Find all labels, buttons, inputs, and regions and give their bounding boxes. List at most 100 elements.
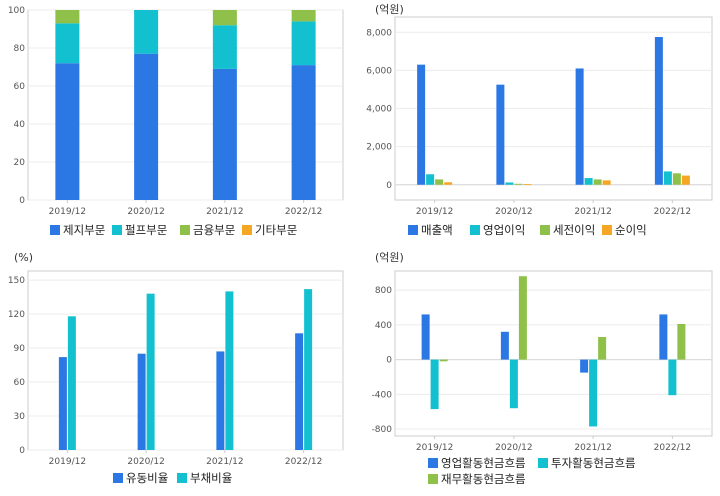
bar-제지부문-2019/12 [55,63,80,201]
x-tick-label: 2020/12 [127,207,164,217]
bar-금융부문-2019/12 [55,10,80,24]
bar-투자활동현금흐름-2021/12 [589,359,598,427]
legend-label: 영업활동현금흐름 [441,456,526,470]
x-tick-label: 2020/12 [495,443,532,453]
legend-label: 세전이익 [553,223,595,237]
legend-swatch [428,458,438,468]
y-tick-label: 90 [14,344,26,354]
bar-부채비율-2021/12 [225,291,234,450]
y-tick-label: 6,000 [366,66,392,76]
chart-4: (억원) -800 -400 0 400 800 2019/12 2020/12 2021/12… [372,251,713,486]
legend-swatch [540,225,550,235]
legend-label: 유동비율 [126,471,168,485]
plot-frame [27,9,344,201]
bar-순이익-2022/12 [681,175,690,185]
y-tick-label: 30 [14,412,26,422]
bar-영업활동현금흐름-2021/12 [580,359,589,373]
y-tick-label: 800 [375,286,392,296]
legend-label: 부채비율 [190,471,232,485]
bar-유동비율-2022/12 [295,333,304,450]
bar-세전이익-2022/12 [672,173,681,185]
x-tick-label: 2021/12 [574,207,611,217]
y-tick-label: 0 [19,196,25,206]
bar-세전이익-2021/12 [593,179,602,185]
bar-영업이익-2020/12 [505,182,514,185]
legend-label: 제지부문 [63,223,105,237]
bar-펄프부문-2020/12 [134,10,159,54]
bar-영업활동현금흐름-2019/12 [421,314,430,360]
y-tick-label: 100 [8,6,25,16]
legend-label: 순이익 [615,223,647,237]
legend-swatch [538,458,548,468]
unit-label: (억원) [375,251,404,264]
bar-세전이익-2019/12 [435,179,444,185]
bar-펄프부문-2022/12 [291,21,316,66]
x-tick-label: 2022/12 [654,207,691,217]
x-tick-label: 2019/12 [416,207,453,217]
legend-swatch [50,225,60,235]
legend-swatch [113,473,123,483]
legend-label: 매출액 [421,223,453,237]
legend-label: 금융부문 [193,223,235,237]
legend-swatch [242,225,252,235]
bar-유동비율-2020/12 [137,353,146,450]
legend-swatch [112,225,122,235]
legend-swatch [428,474,438,484]
x-tick-label: 2019/12 [49,457,86,467]
bar-순이익-2019/12 [444,182,453,185]
bar-매출액-2019/12 [417,64,426,185]
bar-매출액-2021/12 [575,68,584,185]
bar-매출액-2020/12 [496,84,505,185]
bar-재무활동현금흐름-2020/12 [518,276,527,360]
bar-제지부문-2020/12 [134,53,159,201]
x-tick-label: 2021/12 [574,443,611,453]
x-tick-label: 2020/12 [495,207,532,217]
y-tick-label: 60 [14,82,26,92]
bar-영업활동현금흐름-2020/12 [500,331,509,360]
y-tick-label: 2,000 [366,143,392,153]
bar-영업이익-2019/12 [426,174,435,185]
y-tick-label: -400 [372,390,393,400]
x-tick-label: 2022/12 [285,207,322,217]
legend-label: 영업이익 [483,223,525,237]
x-tick-label: 2022/12 [654,443,691,453]
bar-세전이익-2020/12 [514,183,523,185]
chart-3: (%) 0 30 60 90 120 150 2019/12 2020/12 2021/12 202… [8,251,344,485]
bar-제지부문-2022/12 [291,65,316,200]
bar-부채비율-2022/12 [304,289,313,450]
bar-영업이익-2021/12 [584,178,593,185]
legend-swatch [470,225,480,235]
chart-2: (억원) 0 2,000 4,000 6,000 8,000 2019/12 2020/12 2… [366,3,713,237]
bar-유동비율-2021/12 [216,351,225,450]
x-tick-label: 2021/12 [206,457,243,467]
plot-frame [394,270,713,437]
y-tick-label: 0 [386,356,392,366]
x-tick-label: 2019/12 [49,207,86,217]
y-tick-label: 0 [19,446,25,456]
y-tick-label: 40 [14,120,26,130]
bar-매출액-2022/12 [654,37,663,185]
bar-재무활동현금흐름-2022/12 [677,323,686,360]
bar-순이익-2021/12 [602,180,611,185]
x-tick-label: 2019/12 [416,443,453,453]
bar-금융부문-2021/12 [212,10,237,26]
x-tick-label: 2020/12 [127,457,164,467]
legend-swatch [408,225,418,235]
unit-label: (억원) [375,3,404,16]
unit-label: (%) [14,251,33,264]
bar-펄프부문-2021/12 [212,25,237,69]
bar-순이익-2020/12 [523,184,532,185]
bar-영업이익-2022/12 [663,171,672,185]
bar-투자활동현금흐름-2022/12 [668,359,677,396]
y-tick-label: 60 [14,378,26,388]
y-tick-label: 150 [8,276,25,286]
bar-영업활동현금흐름-2022/12 [659,314,668,360]
y-tick-label: 120 [8,310,25,320]
legend-label: 재무활동현금흐름 [441,472,526,486]
y-tick-label: 400 [375,321,392,331]
legend-label: 투자활동현금흐름 [551,456,636,470]
bar-투자활동현금흐름-2019/12 [430,359,439,410]
chart-1: 0 20 40 60 80 100 2019/12 2020/12 2021/12 2022/12… [8,6,344,237]
bar-부채비율-2019/12 [67,316,76,450]
